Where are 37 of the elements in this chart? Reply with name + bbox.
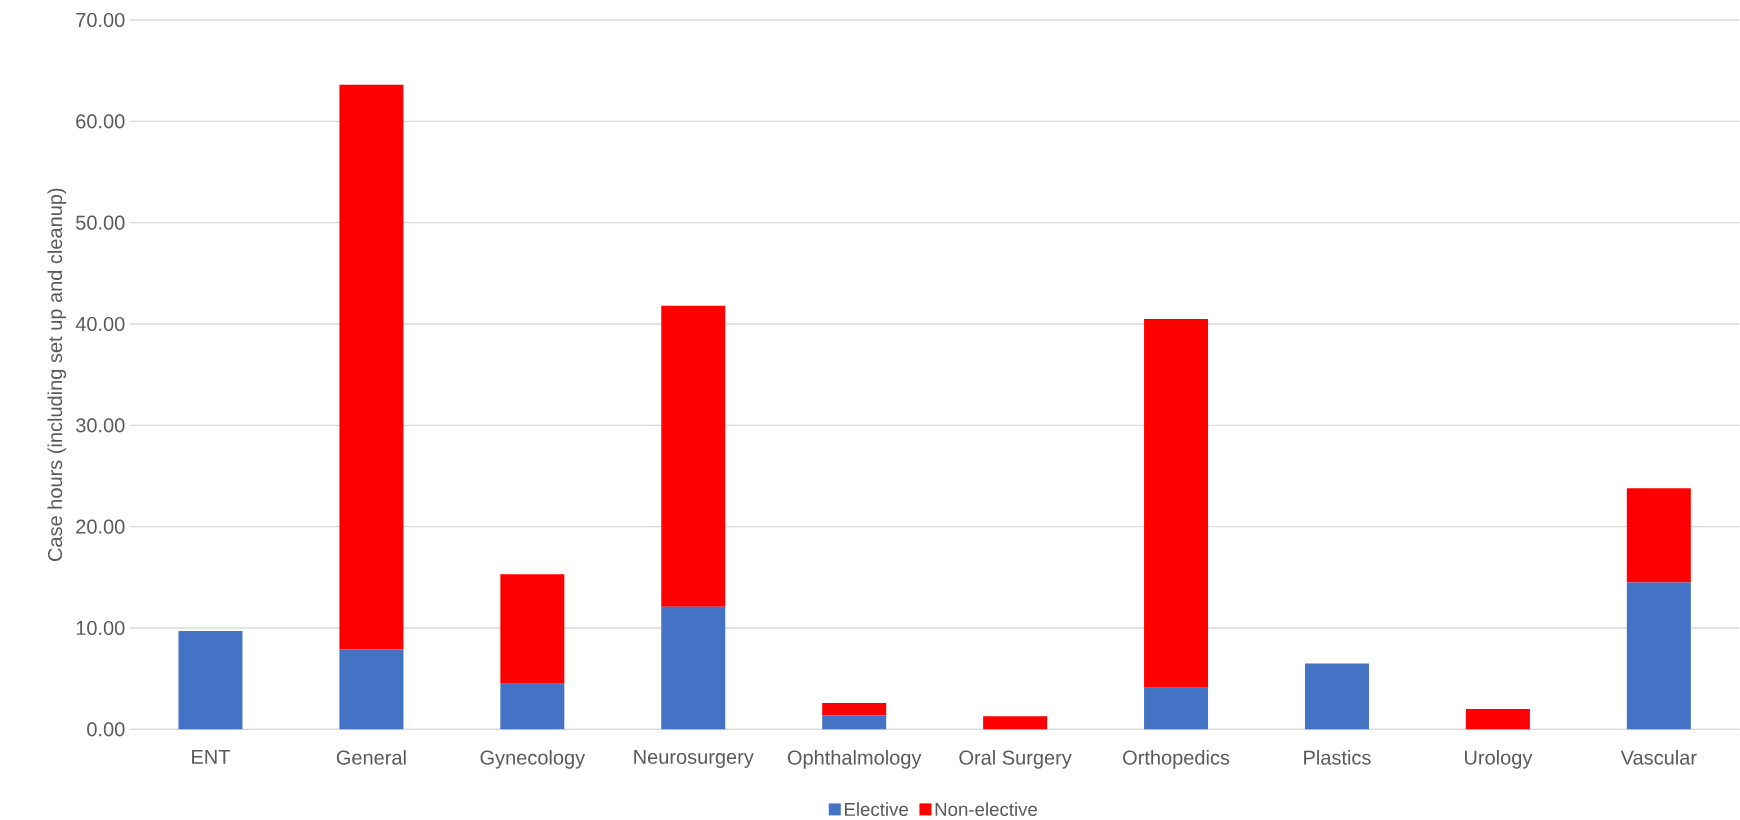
bar: [983, 716, 1048, 730]
bar: [822, 715, 887, 730]
x-tick-label: ENT: [192, 750, 231, 764]
x-tick-label: Urology: [1465, 750, 1533, 769]
x-tick-label: General: [336, 750, 406, 765]
y-tick-label: 30.00: [76, 418, 125, 433]
legend-label: Non-elective: [935, 802, 1038, 817]
bar: [1144, 318, 1209, 688]
y-tick-label: 40.00: [75, 316, 125, 332]
bar: [822, 702, 887, 716]
x-tick-label: Oral Surgery: [959, 750, 1072, 769]
x-tick-label: Neurosurgery: [634, 750, 754, 768]
x-tick-label: Ophthalmology: [787, 750, 922, 769]
x-tick-label: Vascular: [1620, 750, 1697, 765]
y-tick-label: 10.00: [76, 620, 125, 636]
bar: [1465, 709, 1530, 730]
bar: [661, 606, 726, 730]
bar: [500, 683, 565, 730]
bar: [500, 574, 565, 684]
x-tick-label: Plastics: [1304, 750, 1371, 765]
x-tick-label: Gynecology: [480, 750, 586, 769]
y-tick-label: 70.00: [76, 12, 125, 28]
legend-label: Elective: [844, 802, 908, 817]
y-tick-label: 50.00: [76, 215, 125, 230]
bar: [339, 84, 404, 650]
y-tick-label: 20.00: [76, 519, 125, 534]
bar: [178, 631, 243, 730]
bar: [661, 305, 726, 607]
y-tick-label: 60.00: [76, 114, 125, 129]
bar: [1144, 687, 1209, 730]
bar: [1304, 663, 1369, 730]
x-tick-label: Orthopedics: [1123, 750, 1230, 769]
bar: [339, 649, 404, 730]
bar: [1626, 582, 1691, 730]
bar: [1626, 488, 1691, 583]
y-axis-title: Case hours (including set up and cleanup): [47, 188, 67, 561]
y-tick-label: 0.00: [87, 722, 125, 737]
